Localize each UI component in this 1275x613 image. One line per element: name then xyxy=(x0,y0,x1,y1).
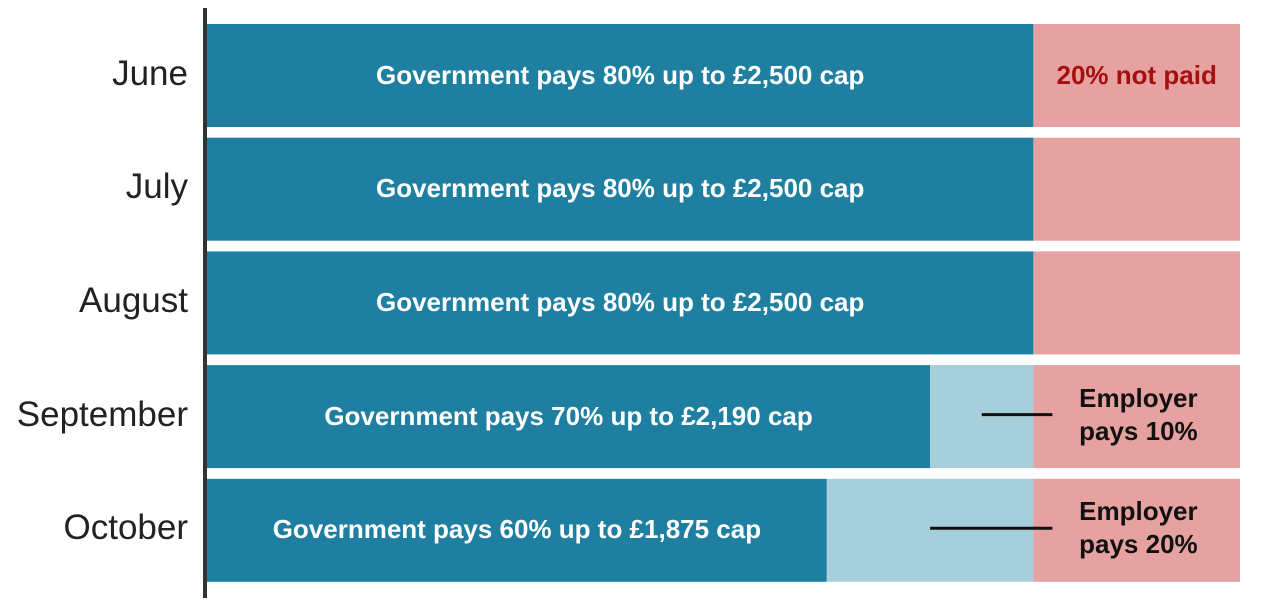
bar-segment xyxy=(207,24,1034,127)
bar-segment xyxy=(826,478,1034,582)
value-label: Employer pays 20% xyxy=(1079,496,1198,560)
bar-segment xyxy=(930,365,1034,469)
value-label: 20% not paid xyxy=(1056,59,1217,90)
value-label: Government pays 60% up to £1,875 cap xyxy=(272,514,762,545)
category-label: October xyxy=(63,508,189,548)
bar-segment xyxy=(207,478,827,582)
category-label: September xyxy=(16,394,188,434)
value-label: Government pays 80% up to £2,500 cap xyxy=(375,59,865,90)
category-label: June xyxy=(112,53,188,93)
category-label: August xyxy=(79,280,188,320)
bar-segment xyxy=(1033,251,1240,355)
value-label: Government pays 70% up to £2,190 cap xyxy=(324,400,813,431)
bar-segment xyxy=(1033,24,1240,127)
bar-segment xyxy=(207,365,931,469)
bar-segment xyxy=(1033,478,1240,582)
bar-segment xyxy=(207,137,1034,241)
bar-segment xyxy=(207,251,1034,355)
category-label: July xyxy=(125,167,188,207)
value-label: Government pays 80% up to £2,500 cap xyxy=(375,286,865,317)
bar-segment xyxy=(1033,137,1240,241)
bar-segment xyxy=(1033,365,1240,469)
value-label: Employer pays 10% xyxy=(1079,382,1198,446)
value-label: Government pays 80% up to £2,500 cap xyxy=(375,173,865,204)
